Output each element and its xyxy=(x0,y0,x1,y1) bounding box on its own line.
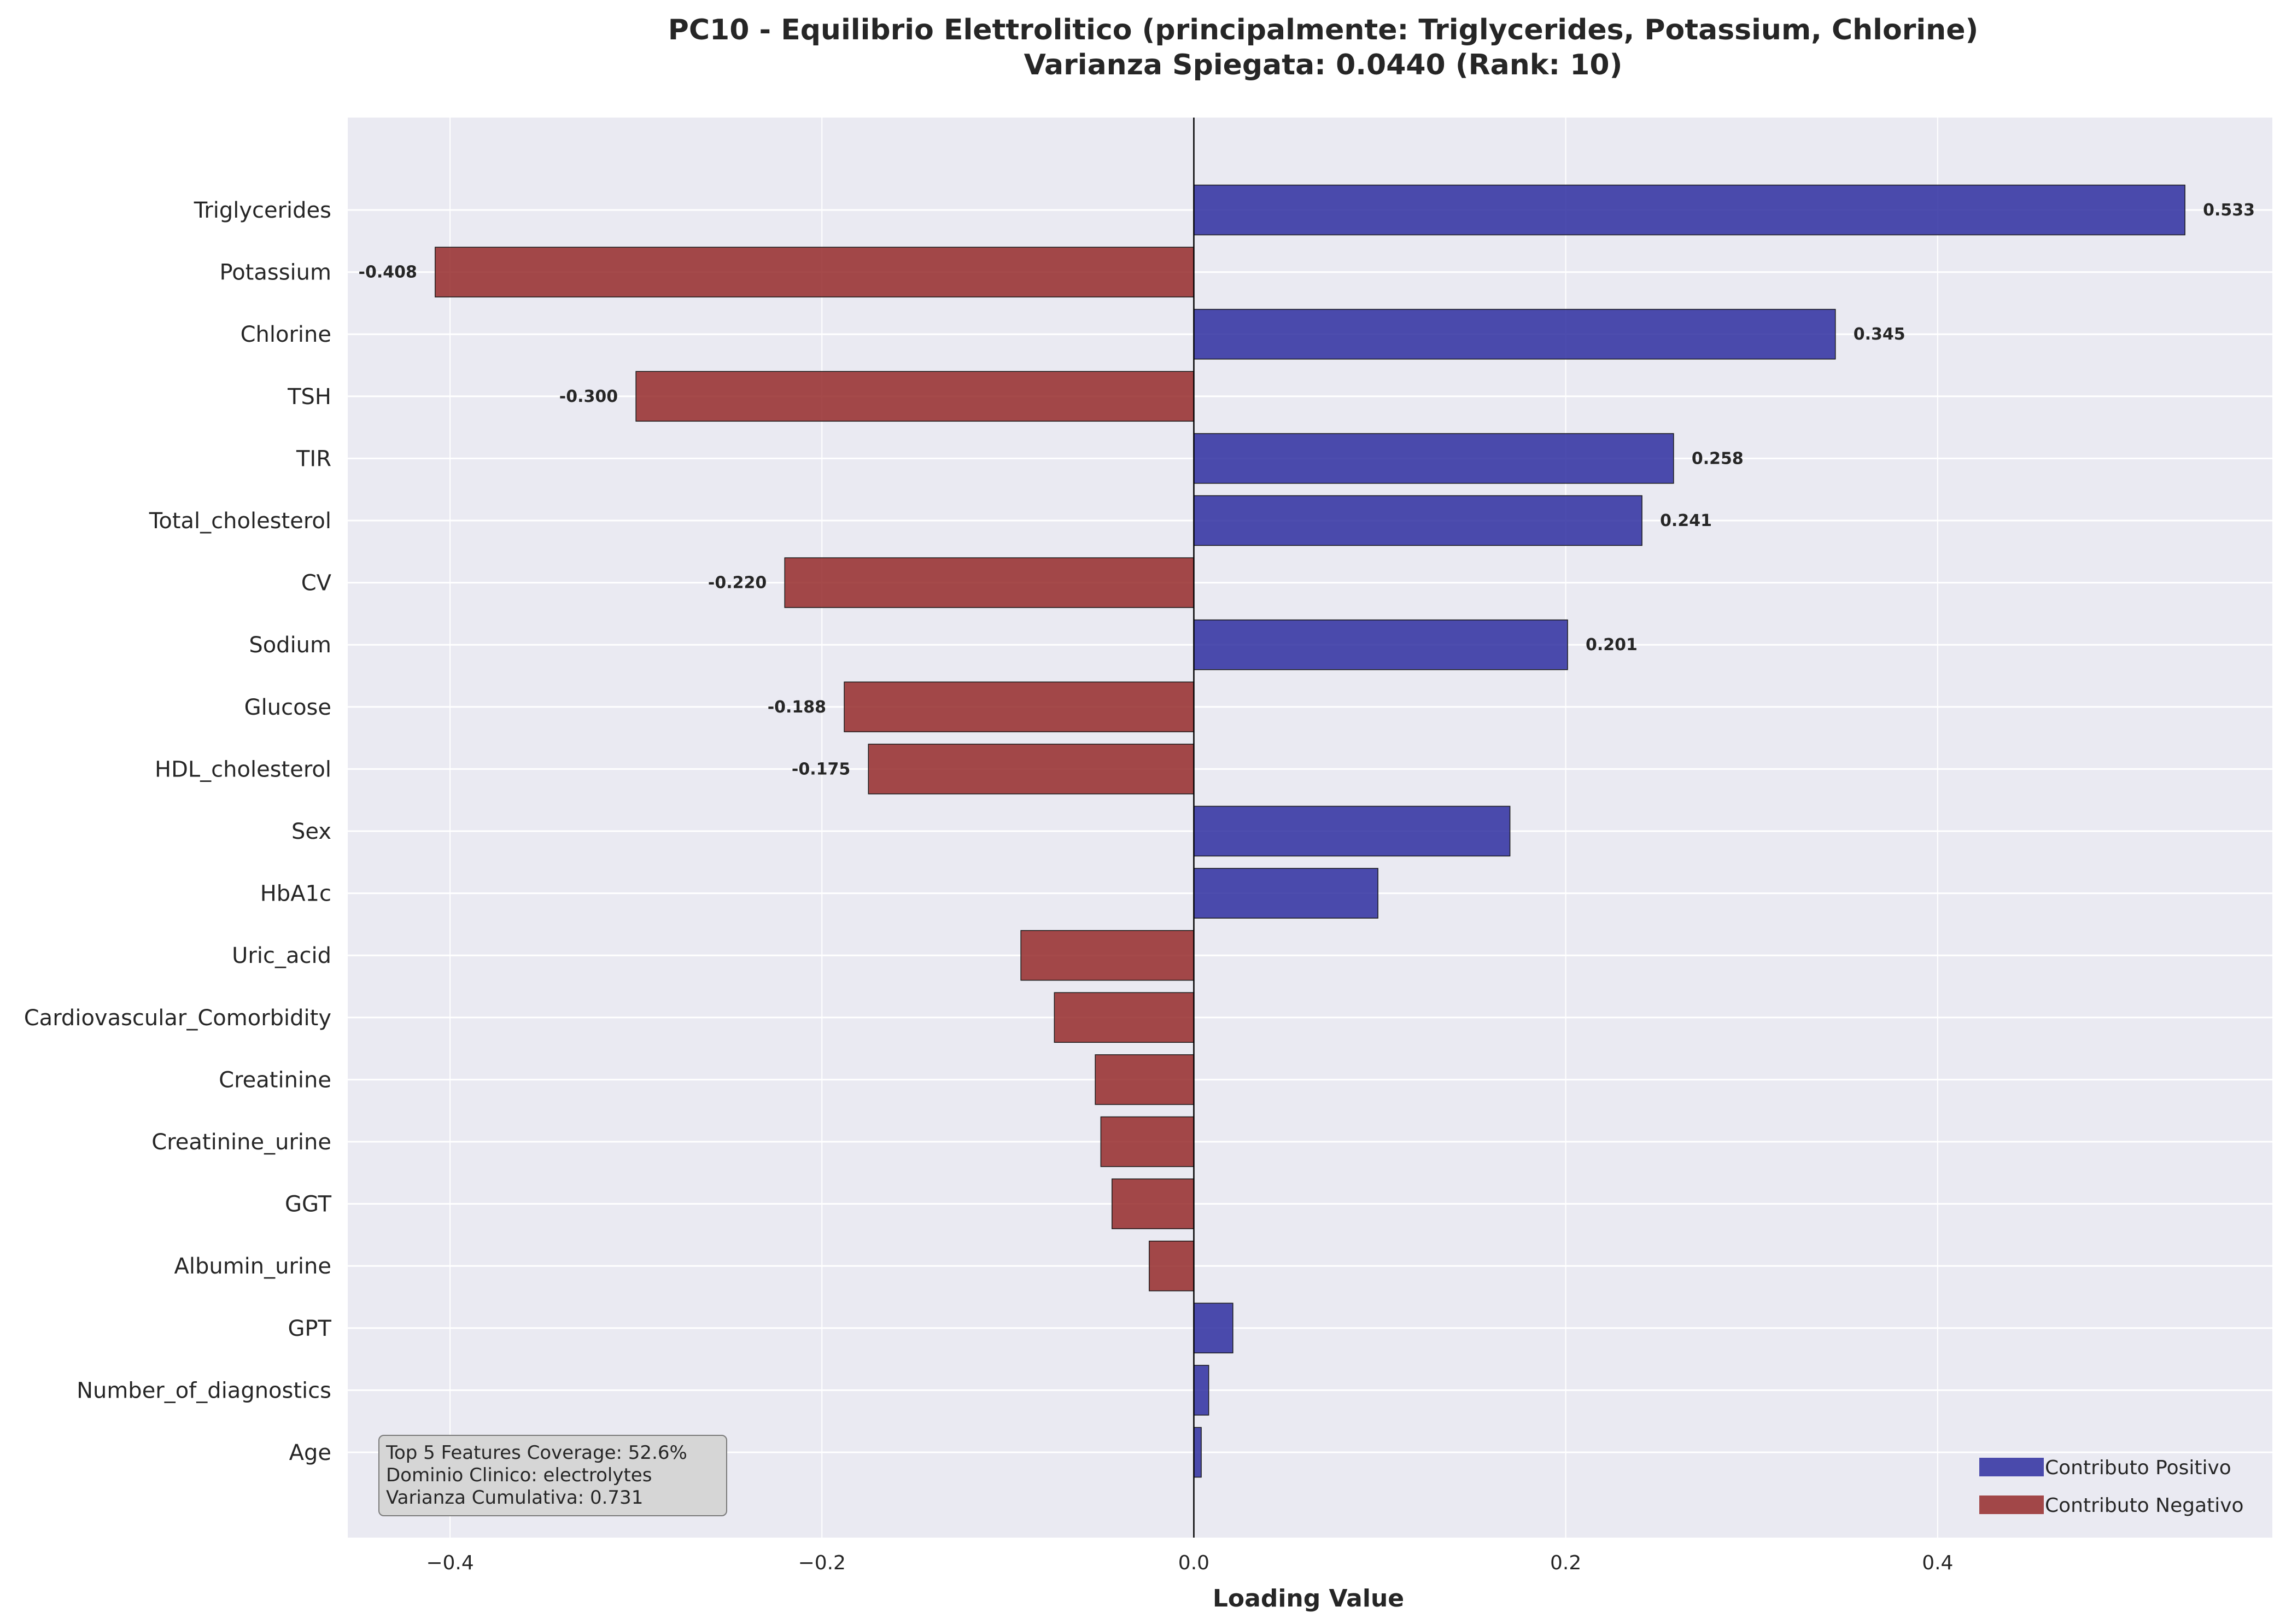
data-label-cv: -0.220 xyxy=(708,574,767,593)
y-tick-label: GGT xyxy=(285,1192,332,1217)
bar-age xyxy=(1193,1427,1202,1478)
legend-label-positive: Contributo Positivo xyxy=(2045,1457,2231,1479)
bar-ggt xyxy=(1112,1178,1195,1229)
data-label-chlorine: 0.345 xyxy=(1854,325,1905,344)
y-tick-label: CV xyxy=(301,571,332,596)
y-tick-label: Albumin_urine xyxy=(174,1254,331,1279)
data-labels: 0.533 -0.408 0.345 -0.300 0.258 0.241 -0.220 0.… xyxy=(359,201,2255,779)
data-label-total-cholesterol: 0.241 xyxy=(1660,511,1712,530)
bar-potassium xyxy=(435,247,1195,297)
bars xyxy=(435,184,2185,1478)
bar-sex xyxy=(1193,805,1511,857)
y-tick-label: Creatinine xyxy=(219,1067,331,1093)
x-tick-label: 0.0 xyxy=(1178,1552,1209,1574)
legend-swatch-positive xyxy=(1979,1458,2044,1476)
y-tick-label: Chlorine xyxy=(241,322,331,347)
bar-hba1c xyxy=(1193,868,1378,919)
chart-subtitle: Varianza Spiegata: 0.0440 (Rank: 10) xyxy=(1024,49,1623,81)
info-cumulative-variance: Varianza Cumulativa: 0.731 xyxy=(386,1487,643,1509)
y-tick-label: Age xyxy=(289,1440,331,1465)
y-tick-label: Creatinine_urine xyxy=(151,1130,331,1155)
legend-label-negative: Contributo Negativo xyxy=(2045,1494,2244,1517)
x-tick-label: −0.4 xyxy=(426,1552,473,1574)
bar-cardiovascular-comorbidity xyxy=(1054,992,1195,1043)
bar-gpt xyxy=(1193,1302,1233,1354)
bar-cv xyxy=(784,557,1195,608)
info-domain: Dominio Clinico: electrolytes xyxy=(386,1464,652,1486)
y-tick-label: Glucose xyxy=(244,695,331,720)
info-box-background xyxy=(378,1435,727,1516)
y-tick-label: GPT xyxy=(288,1316,331,1341)
info-annotation-box: Top 5 Features Coverage: 52.6% Dominio C… xyxy=(378,1435,727,1516)
data-label-hdl-cholesterol: -0.175 xyxy=(792,760,850,779)
legend: Contributo Positivo Contributo Negativo xyxy=(1979,1457,2244,1517)
legend-swatch-negative xyxy=(1979,1496,2044,1514)
x-tick-label: −0.2 xyxy=(798,1552,846,1574)
data-label-sodium: 0.201 xyxy=(1586,635,1638,655)
info-coverage: Top 5 Features Coverage: 52.6% xyxy=(385,1442,687,1464)
y-tick-label: Sex xyxy=(291,819,331,844)
data-label-triglycerides: 0.533 xyxy=(2203,201,2255,220)
bar-tsh xyxy=(635,371,1195,422)
x-tick-label: 0.2 xyxy=(1550,1552,1581,1574)
y-tick-label: TIR xyxy=(296,446,331,471)
bar-chlorine xyxy=(1193,308,1836,360)
x-axis-tick-labels: −0.4 −0.2 0.0 0.2 0.4 xyxy=(426,1552,1953,1574)
bar-uric-acid xyxy=(1020,930,1195,981)
y-axis-tick-labels: Triglycerides Potassium Chlorine TSH TIR Tota… xyxy=(24,198,332,1465)
bar-glucose xyxy=(844,681,1195,733)
y-tick-label: Uric_acid xyxy=(232,943,331,968)
y-tick-label: HbA1c xyxy=(260,881,331,907)
bar-creatinine-urine xyxy=(1100,1116,1195,1167)
y-tick-label: Potassium xyxy=(220,260,331,285)
y-tick-label: Triglycerides xyxy=(194,198,331,223)
data-label-potassium: -0.408 xyxy=(359,263,417,282)
bar-tir xyxy=(1193,433,1674,484)
bar-total-cholesterol xyxy=(1193,495,1642,546)
y-tick-label: TSH xyxy=(287,384,331,410)
y-tick-label: Cardiovascular_Comorbidity xyxy=(24,1006,331,1031)
y-tick-label: Total_cholesterol xyxy=(149,509,331,534)
bar-creatinine xyxy=(1095,1054,1195,1105)
bar-number-of-diagnostics xyxy=(1193,1365,1209,1416)
data-label-tir: 0.258 xyxy=(1692,449,1744,468)
y-tick-label: Number_of_diagnostics xyxy=(77,1378,331,1403)
data-label-tsh: -0.300 xyxy=(559,387,618,406)
bar-albumin-urine xyxy=(1149,1240,1195,1292)
y-tick-label: Sodium xyxy=(249,633,331,658)
chart-title: PC10 - Equilibrio Elettrolitico (princip… xyxy=(668,14,1978,46)
bar-hdl-cholesterol xyxy=(868,744,1195,795)
y-tick-label: HDL_cholesterol xyxy=(155,757,331,782)
data-label-glucose: -0.188 xyxy=(768,698,826,717)
x-axis-label: Loading Value xyxy=(1213,1585,1404,1613)
x-tick-label: 0.4 xyxy=(1922,1552,1953,1574)
bar-sodium xyxy=(1193,619,1568,670)
bar-triglycerides xyxy=(1193,184,2185,236)
